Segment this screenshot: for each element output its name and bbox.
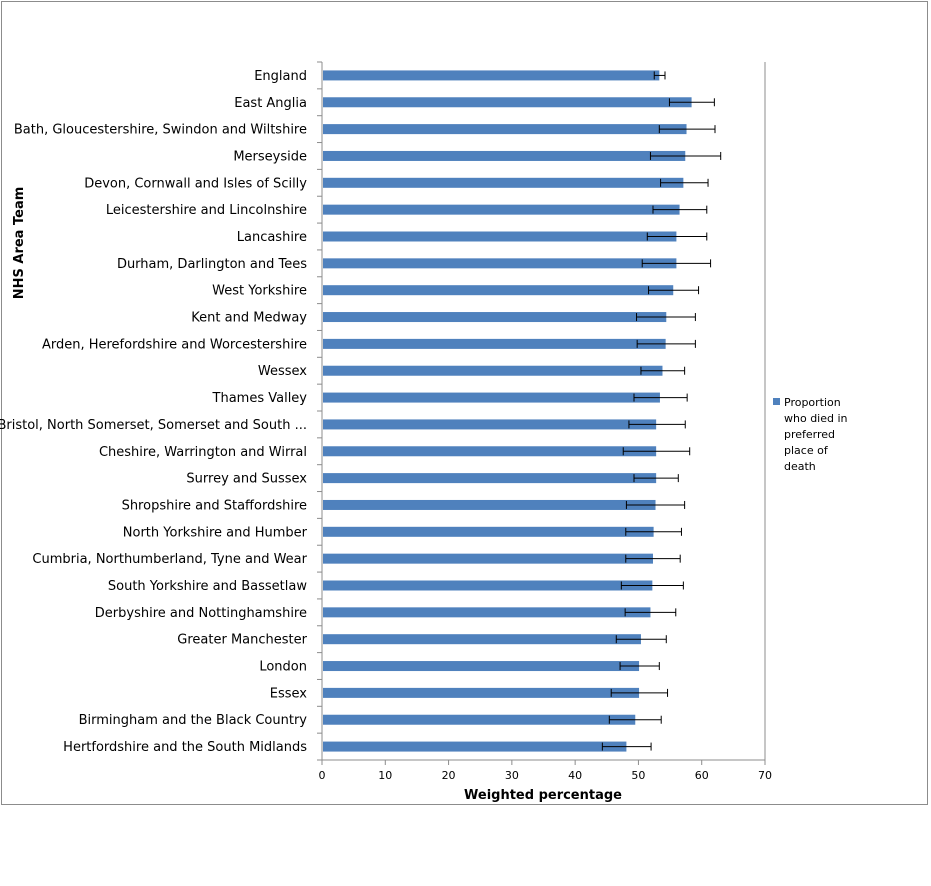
category-label: North Yorkshire and Humber: [123, 525, 308, 540]
legend-line-5: death: [784, 460, 816, 473]
category-label: Essex: [270, 686, 308, 701]
category-label: Greater Manchester: [177, 633, 307, 648]
bar: [323, 661, 640, 672]
category-label: Merseyside: [233, 149, 307, 164]
bar: [323, 553, 653, 564]
bar: [323, 446, 657, 457]
bar: [323, 392, 660, 403]
category-label: Birmingham and the Black Country: [79, 713, 308, 728]
category-label: London: [259, 660, 307, 675]
legend-line-3: preferred: [784, 428, 835, 441]
bar: [323, 97, 692, 108]
bar: [323, 150, 686, 161]
legend-line-2: who died in: [784, 412, 848, 425]
category-label: Surrey and Sussex: [186, 472, 307, 487]
value-tick-label: 50: [631, 769, 645, 782]
bar: [323, 419, 657, 430]
legend: Proportion who died in preferred place o…: [773, 396, 848, 473]
category-label: East Anglia: [234, 96, 307, 111]
bar: [323, 634, 641, 645]
category-label: Thames Valley: [212, 391, 308, 406]
category-label: Arden, Herefordshire and Worcestershire: [42, 337, 307, 352]
category-label: Kent and Medway: [191, 311, 307, 326]
category-label: Cheshire, Warrington and Wirral: [99, 445, 307, 460]
legend-line-4: place of: [784, 444, 829, 457]
bar: [323, 231, 677, 242]
value-tick-label: 70: [758, 769, 772, 782]
bar: [323, 365, 663, 376]
error-bars-group: [601, 71, 722, 751]
bar: [323, 499, 656, 510]
value-tick-label: 40: [568, 769, 582, 782]
bar: [323, 124, 687, 135]
category-label: Durham, Darlington and Tees: [117, 257, 307, 272]
bar: [323, 177, 684, 188]
bars-group: [323, 70, 692, 752]
category-label: Devon, Cornwall and Isles of Scilly: [84, 176, 307, 191]
value-tick-label: 10: [378, 769, 392, 782]
bar: [323, 714, 636, 725]
y-axis-title: NHS Area Team: [12, 187, 27, 300]
category-label: West Yorkshire: [212, 284, 307, 299]
bar: [323, 258, 677, 269]
bar: [323, 580, 653, 591]
category-label: Shropshire and Staffordshire: [122, 498, 307, 513]
value-tick-label: 20: [442, 769, 456, 782]
category-label: Lancashire: [237, 230, 307, 245]
x-axis-title: Weighted percentage: [464, 788, 622, 803]
value-axis: 0 10 20 30 40 50 60 70: [319, 759, 772, 782]
value-tick-label: 30: [505, 769, 519, 782]
bar: [323, 473, 657, 484]
bar: [323, 741, 627, 752]
legend-swatch: [773, 398, 780, 405]
category-label: Bristol, North Somerset, Somerset and So…: [0, 418, 307, 433]
category-label: Wessex: [258, 364, 307, 379]
category-label: Derbyshire and Nottinghamshire: [95, 606, 307, 621]
bar: [323, 204, 680, 215]
bar: [323, 338, 666, 349]
legend-line-1: Proportion: [784, 396, 841, 409]
category-label: Leicestershire and Lincolnshire: [106, 203, 307, 218]
bar: [323, 312, 667, 323]
value-tick-label: 0: [319, 769, 326, 782]
bar: [323, 70, 660, 81]
category-label: South Yorkshire and Bassetlaw: [108, 579, 307, 594]
bar: [323, 607, 651, 618]
category-label: Cumbria, Northumberland, Tyne and Wear: [32, 552, 307, 567]
category-label: Hertfordshire and the South Midlands: [63, 740, 307, 755]
bar: [323, 285, 674, 296]
bar: [323, 526, 654, 537]
category-axis: England East Anglia Bath, Gloucestershire,…: [0, 61, 323, 761]
bar: [323, 687, 640, 698]
value-tick-label: 60: [695, 769, 709, 782]
category-label: England: [254, 69, 307, 84]
category-label: Bath, Gloucestershire, Swindon and Wilts…: [14, 123, 307, 138]
